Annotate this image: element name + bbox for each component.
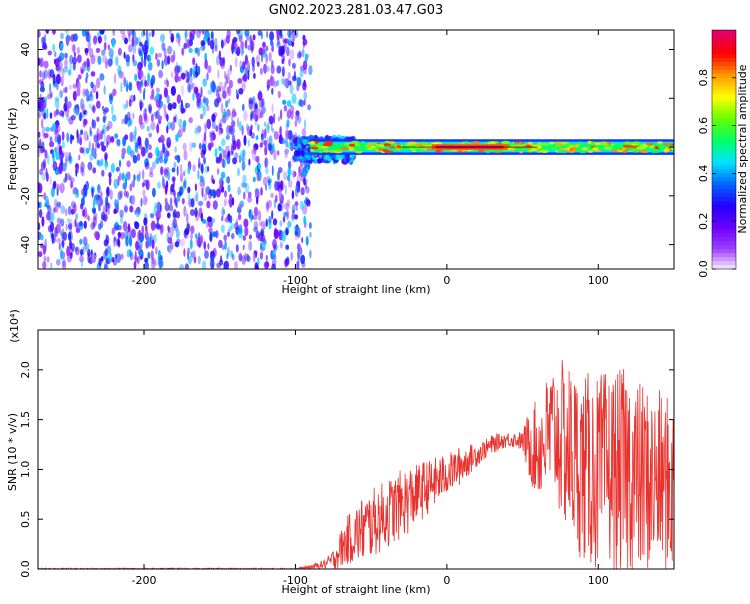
snr-y-ticks: 0.0 0.5 1.0 1.5 2.0	[19, 361, 674, 578]
spectrogram-frame	[37, 29, 675, 270]
snr-y-tick-label: 1.5	[19, 411, 32, 429]
snr-y-tick-label: 0.5	[19, 510, 32, 528]
spec-y-tick-label: 40	[19, 43, 32, 57]
snr-x-tick-label: 0	[443, 574, 450, 587]
colorbar-label: Normalized spectral amplitude	[736, 64, 749, 233]
snr-y-tick-label: 2.0	[19, 361, 32, 379]
spectrogram-x-axis-label: Height of straight line (km)	[281, 283, 430, 296]
heatmap-region-noise	[38, 30, 313, 269]
colorbar-tick-label: 0.6	[697, 117, 710, 135]
snr-x-tick-label: -100	[283, 574, 308, 587]
spec-y-tick-label: 20	[19, 91, 32, 105]
colorbar: 0.0 0.2 0.4 0.6 0.8 Normalized spectral ampl…	[697, 29, 749, 278]
spectrogram-y-ticks: -40 -20 0 20 40	[19, 43, 674, 254]
snr-line-series	[38, 359, 674, 569]
snr-x-axis-label: Height of straight line (km)	[281, 583, 430, 596]
spec-x-tick-label: 0	[443, 274, 450, 287]
snr-y-axis-label: SNR (10 * v/v)	[6, 413, 19, 491]
spectrogram-heatmap	[38, 30, 674, 269]
spec-y-tick-label: 0	[19, 144, 32, 151]
snr-y-tick-label: 0.0	[19, 560, 32, 578]
spec-y-tick-label: -40	[19, 236, 32, 254]
spectrogram-y-axis-label: Frequency (Hz)	[6, 108, 19, 191]
figure-title: GN02.2023.281.03.47.G03	[269, 3, 444, 18]
colorbar-gradient	[712, 30, 736, 270]
colorbar-ticks: 0.0 0.2 0.4 0.6 0.8	[697, 69, 736, 278]
heatmap-region-signal-core	[401, 144, 538, 150]
colorbar-tick-label: 0.8	[697, 69, 710, 87]
colorbar-tick-label: 0.4	[697, 165, 710, 183]
spec-x-tick-label: 100	[588, 274, 609, 287]
snr-x-tick-label: 100	[588, 574, 609, 587]
snr-y-scale-label: (x10⁴)	[8, 309, 21, 343]
snr-panel: -200 -100 0 100 0.0 0.5 1.0 1.5 2.0 Height of s…	[6, 309, 675, 596]
spec-x-tick-label: -200	[132, 274, 157, 287]
colorbar-tick-label: 0.2	[697, 212, 710, 230]
snr-x-ticks: -200 -100 0 100	[132, 330, 609, 587]
snr-frame	[37, 329, 675, 570]
snr-y-tick-label: 1.0	[19, 461, 32, 479]
spectrogram-x-ticks: -200 -100 0 100	[132, 30, 609, 287]
colorbar-tick-label: 0.0	[697, 260, 710, 278]
spec-y-tick-label: -20	[19, 187, 32, 205]
colorbar-frame	[711, 29, 737, 270]
snr-series-line	[38, 359, 674, 569]
snr-x-tick-label: -200	[132, 574, 157, 587]
spec-x-tick-label: -100	[283, 274, 308, 287]
